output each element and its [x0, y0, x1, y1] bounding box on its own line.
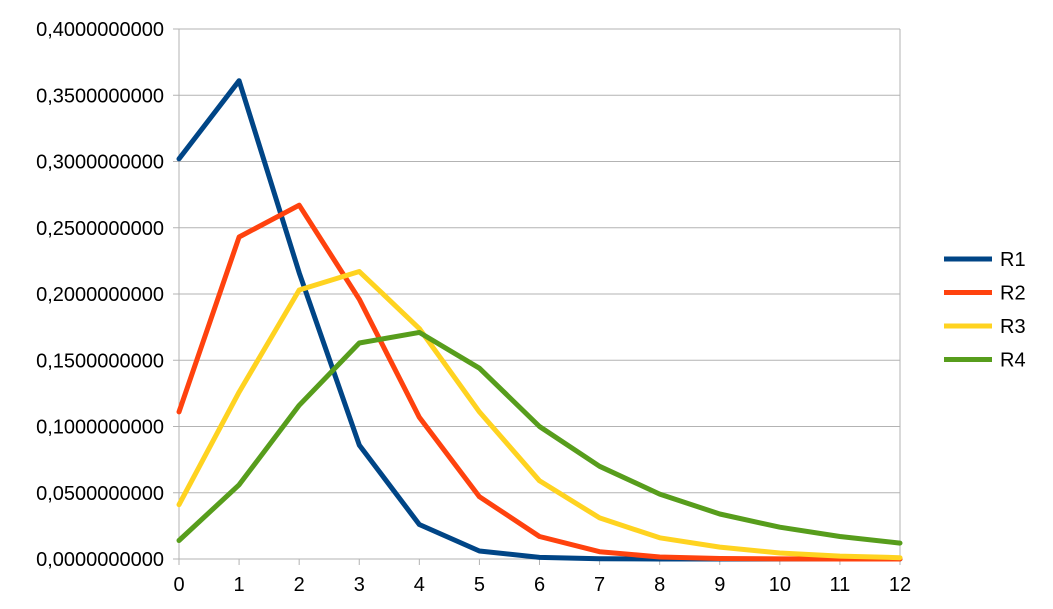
legend-label-r4: R4: [1000, 350, 1026, 372]
x-tick-label: 12: [889, 574, 911, 596]
legend-label-r2: R2: [1000, 283, 1026, 305]
y-tick-label: 0,3500000000: [36, 85, 164, 107]
y-axis-tick-labels: 0,0000000000 0,0500000000 0,1000000000 0,15…: [36, 19, 164, 571]
x-tick-label: 4: [414, 574, 425, 596]
plot-frame: [178, 29, 901, 559]
x-tick-label: 2: [294, 574, 305, 596]
x-tick-label: 8: [654, 574, 665, 596]
gridlines: [173, 28, 901, 565]
series-line-r4: [176, 329, 903, 546]
series-lines: [176, 78, 903, 562]
x-tick-label: 11: [830, 574, 851, 596]
x-axis-tick-labels: 0 1 2 3 4 5 6 7 8 9 10 11 12: [173, 574, 911, 596]
y-tick-label: 0,4000000000: [36, 19, 164, 41]
x-tick-label: 9: [714, 574, 725, 596]
y-tick-label: 0,2000000000: [36, 284, 164, 306]
y-tick-label: 0,3000000000: [36, 152, 164, 174]
legend-label-r3: R3: [1000, 316, 1026, 338]
y-tick-label: 0,1000000000: [36, 417, 164, 439]
series-line-r2: [176, 202, 903, 562]
x-tick-label: 1: [234, 574, 245, 596]
x-tick-label: 6: [534, 574, 545, 596]
x-tick-label: 10: [769, 574, 791, 596]
y-tick-label: 0,1500000000: [36, 350, 164, 372]
legend-label-r1: R1: [1000, 249, 1026, 271]
x-tick-label: 7: [594, 574, 605, 596]
series-line-r3: [176, 269, 903, 561]
y-tick-label: 0,0500000000: [36, 483, 164, 505]
legend: R1 R2 R3 R4: [944, 249, 1026, 372]
x-tick-label: 3: [354, 574, 365, 596]
series-line-r1: [176, 78, 903, 562]
y-tick-label: 0,0000000000: [36, 549, 164, 571]
x-tick-label: 5: [474, 574, 485, 596]
x-tick-label: 0: [173, 574, 184, 596]
y-tick-label: 0,2500000000: [36, 218, 164, 240]
